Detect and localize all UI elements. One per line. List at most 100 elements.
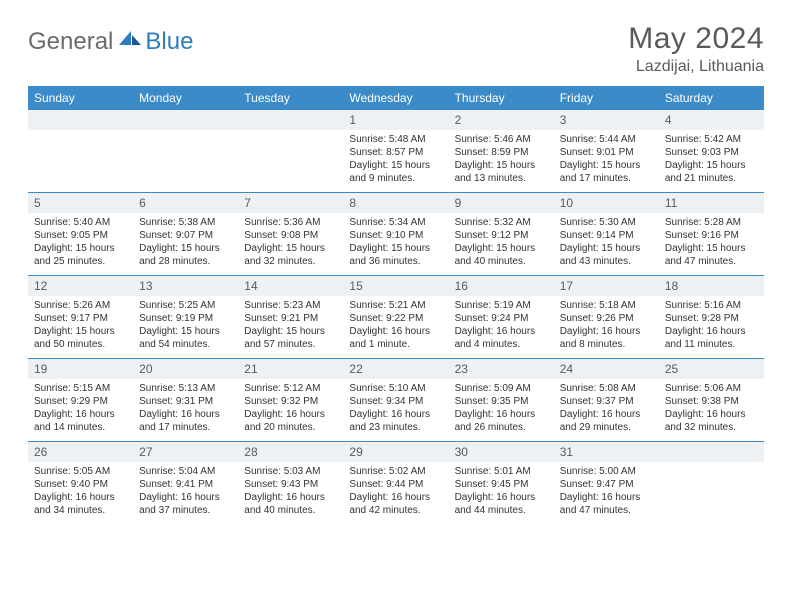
sunrise-line: Sunrise: 5:28 AM xyxy=(665,216,758,229)
sunset-line: Sunset: 9:14 PM xyxy=(560,229,653,242)
daylight-line: Daylight: 16 hours and 11 minutes. xyxy=(665,325,758,351)
calendar-day: 3Sunrise: 5:44 AMSunset: 9:01 PMDaylight… xyxy=(554,110,659,192)
day-details: Sunrise: 5:09 AMSunset: 9:35 PMDaylight:… xyxy=(449,379,554,438)
daylight-line: Daylight: 16 hours and 8 minutes. xyxy=(560,325,653,351)
calendar-day: 27Sunrise: 5:04 AMSunset: 9:41 PMDayligh… xyxy=(133,442,238,524)
calendar-day: 8Sunrise: 5:34 AMSunset: 9:10 PMDaylight… xyxy=(343,193,448,275)
sunrise-line: Sunrise: 5:36 AM xyxy=(244,216,337,229)
calendar-day: 21Sunrise: 5:12 AMSunset: 9:32 PMDayligh… xyxy=(238,359,343,441)
sunset-line: Sunset: 9:10 PM xyxy=(349,229,442,242)
sunrise-line: Sunrise: 5:38 AM xyxy=(139,216,232,229)
sunset-line: Sunset: 9:12 PM xyxy=(455,229,548,242)
sunrise-line: Sunrise: 5:06 AM xyxy=(665,382,758,395)
day-details: Sunrise: 5:48 AMSunset: 8:57 PMDaylight:… xyxy=(343,130,448,189)
calendar-day: 4Sunrise: 5:42 AMSunset: 9:03 PMDaylight… xyxy=(659,110,764,192)
calendar-day: 25Sunrise: 5:06 AMSunset: 9:38 PMDayligh… xyxy=(659,359,764,441)
day-number xyxy=(133,110,238,130)
day-details: Sunrise: 5:05 AMSunset: 9:40 PMDaylight:… xyxy=(28,462,133,521)
sunrise-line: Sunrise: 5:03 AM xyxy=(244,465,337,478)
calendar-day-empty xyxy=(133,110,238,192)
brand-part1: General xyxy=(28,28,113,56)
day-details: Sunrise: 5:30 AMSunset: 9:14 PMDaylight:… xyxy=(554,213,659,272)
calendar-day: 10Sunrise: 5:30 AMSunset: 9:14 PMDayligh… xyxy=(554,193,659,275)
day-number: 7 xyxy=(238,193,343,213)
day-number: 9 xyxy=(449,193,554,213)
calendar-day: 5Sunrise: 5:40 AMSunset: 9:05 PMDaylight… xyxy=(28,193,133,275)
day-number: 1 xyxy=(343,110,448,130)
sunset-line: Sunset: 9:01 PM xyxy=(560,146,653,159)
sunset-line: Sunset: 8:59 PM xyxy=(455,146,548,159)
sunset-line: Sunset: 9:32 PM xyxy=(244,395,337,408)
calendar-day: 1Sunrise: 5:48 AMSunset: 8:57 PMDaylight… xyxy=(343,110,448,192)
sunset-line: Sunset: 9:22 PM xyxy=(349,312,442,325)
sunrise-line: Sunrise: 5:00 AM xyxy=(560,465,653,478)
sunrise-line: Sunrise: 5:25 AM xyxy=(139,299,232,312)
daylight-line: Daylight: 15 hours and 28 minutes. xyxy=(139,242,232,268)
calendar-grid: SundayMondayTuesdayWednesdayThursdayFrid… xyxy=(28,86,764,524)
sunrise-line: Sunrise: 5:04 AM xyxy=(139,465,232,478)
daylight-line: Daylight: 16 hours and 26 minutes. xyxy=(455,408,548,434)
calendar-page: General Blue May 2024 Lazdijai, Lithuani… xyxy=(0,0,792,544)
calendar-day: 18Sunrise: 5:16 AMSunset: 9:28 PMDayligh… xyxy=(659,276,764,358)
daylight-line: Daylight: 16 hours and 44 minutes. xyxy=(455,491,548,517)
day-number: 6 xyxy=(133,193,238,213)
day-number: 17 xyxy=(554,276,659,296)
day-details: Sunrise: 5:32 AMSunset: 9:12 PMDaylight:… xyxy=(449,213,554,272)
calendar-day: 23Sunrise: 5:09 AMSunset: 9:35 PMDayligh… xyxy=(449,359,554,441)
sunset-line: Sunset: 9:31 PM xyxy=(139,395,232,408)
sunrise-line: Sunrise: 5:48 AM xyxy=(349,133,442,146)
sunset-line: Sunset: 9:26 PM xyxy=(560,312,653,325)
sunrise-line: Sunrise: 5:02 AM xyxy=(349,465,442,478)
daylight-line: Daylight: 16 hours and 4 minutes. xyxy=(455,325,548,351)
sunrise-line: Sunrise: 5:30 AM xyxy=(560,216,653,229)
calendar-week-row: 12Sunrise: 5:26 AMSunset: 9:17 PMDayligh… xyxy=(28,275,764,358)
sunset-line: Sunset: 9:03 PM xyxy=(665,146,758,159)
day-number: 18 xyxy=(659,276,764,296)
sunset-line: Sunset: 9:19 PM xyxy=(139,312,232,325)
daylight-line: Daylight: 16 hours and 20 minutes. xyxy=(244,408,337,434)
calendar-day-empty xyxy=(28,110,133,192)
day-number: 16 xyxy=(449,276,554,296)
sunset-line: Sunset: 9:47 PM xyxy=(560,478,653,491)
daylight-line: Daylight: 16 hours and 17 minutes. xyxy=(139,408,232,434)
day-details: Sunrise: 5:01 AMSunset: 9:45 PMDaylight:… xyxy=(449,462,554,521)
sunrise-line: Sunrise: 5:42 AM xyxy=(665,133,758,146)
day-details: Sunrise: 5:08 AMSunset: 9:37 PMDaylight:… xyxy=(554,379,659,438)
daylight-line: Daylight: 16 hours and 14 minutes. xyxy=(34,408,127,434)
calendar-day: 17Sunrise: 5:18 AMSunset: 9:26 PMDayligh… xyxy=(554,276,659,358)
sunset-line: Sunset: 9:41 PM xyxy=(139,478,232,491)
day-details: Sunrise: 5:13 AMSunset: 9:31 PMDaylight:… xyxy=(133,379,238,438)
day-details: Sunrise: 5:38 AMSunset: 9:07 PMDaylight:… xyxy=(133,213,238,272)
sunset-line: Sunset: 9:28 PM xyxy=(665,312,758,325)
weekday-header: Saturday xyxy=(659,86,764,110)
day-details: Sunrise: 5:04 AMSunset: 9:41 PMDaylight:… xyxy=(133,462,238,521)
calendar-week-row: 26Sunrise: 5:05 AMSunset: 9:40 PMDayligh… xyxy=(28,441,764,524)
daylight-line: Daylight: 16 hours and 47 minutes. xyxy=(560,491,653,517)
sunrise-line: Sunrise: 5:23 AM xyxy=(244,299,337,312)
weekday-header: Wednesday xyxy=(343,86,448,110)
day-number: 11 xyxy=(659,193,764,213)
calendar-week-row: 5Sunrise: 5:40 AMSunset: 9:05 PMDaylight… xyxy=(28,192,764,275)
calendar-week-row: 19Sunrise: 5:15 AMSunset: 9:29 PMDayligh… xyxy=(28,358,764,441)
brand-part2: Blue xyxy=(145,28,193,56)
day-details: Sunrise: 5:21 AMSunset: 9:22 PMDaylight:… xyxy=(343,296,448,355)
calendar-day: 12Sunrise: 5:26 AMSunset: 9:17 PMDayligh… xyxy=(28,276,133,358)
day-number: 5 xyxy=(28,193,133,213)
day-details: Sunrise: 5:36 AMSunset: 9:08 PMDaylight:… xyxy=(238,213,343,272)
day-details: Sunrise: 5:23 AMSunset: 9:21 PMDaylight:… xyxy=(238,296,343,355)
sunrise-line: Sunrise: 5:13 AM xyxy=(139,382,232,395)
day-details: Sunrise: 5:12 AMSunset: 9:32 PMDaylight:… xyxy=(238,379,343,438)
title-block: May 2024 Lazdijai, Lithuania xyxy=(628,22,764,76)
weekday-header: Tuesday xyxy=(238,86,343,110)
calendar-day: 22Sunrise: 5:10 AMSunset: 9:34 PMDayligh… xyxy=(343,359,448,441)
day-number: 10 xyxy=(554,193,659,213)
day-details: Sunrise: 5:26 AMSunset: 9:17 PMDaylight:… xyxy=(28,296,133,355)
calendar-week-row: 1Sunrise: 5:48 AMSunset: 8:57 PMDaylight… xyxy=(28,110,764,192)
day-details: Sunrise: 5:46 AMSunset: 8:59 PMDaylight:… xyxy=(449,130,554,189)
day-number: 21 xyxy=(238,359,343,379)
daylight-line: Daylight: 16 hours and 32 minutes. xyxy=(665,408,758,434)
sunset-line: Sunset: 9:24 PM xyxy=(455,312,548,325)
sunset-line: Sunset: 9:37 PM xyxy=(560,395,653,408)
calendar-day: 28Sunrise: 5:03 AMSunset: 9:43 PMDayligh… xyxy=(238,442,343,524)
day-number: 8 xyxy=(343,193,448,213)
